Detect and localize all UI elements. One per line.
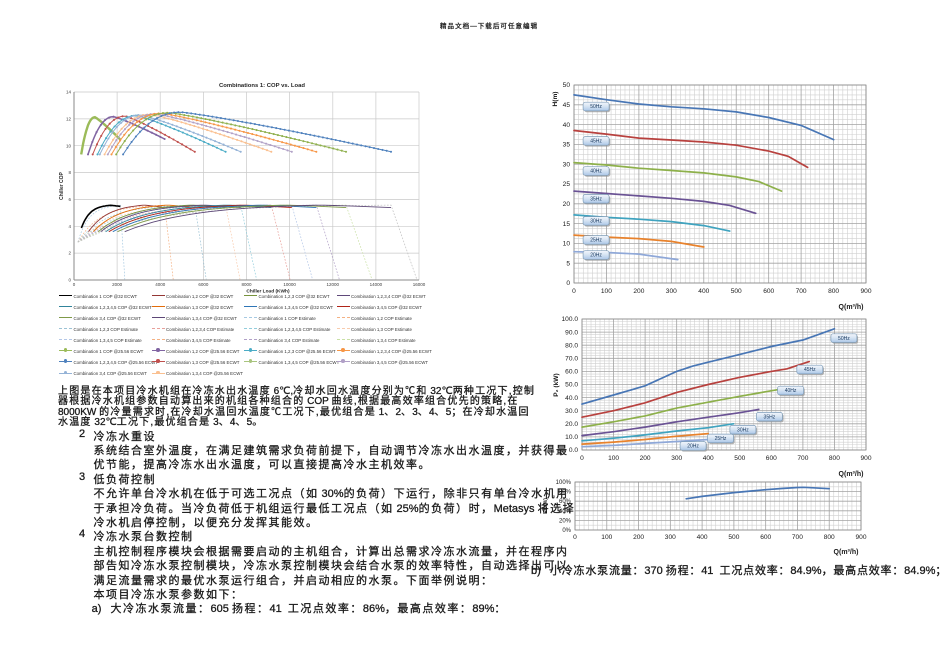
- svg-text:900: 900: [860, 455, 871, 462]
- svg-text:30: 30: [563, 161, 571, 168]
- svg-text:0: 0: [573, 534, 577, 541]
- svg-text:100: 100: [601, 534, 612, 541]
- svg-text:35Hz: 35Hz: [764, 414, 776, 420]
- svg-text:40Hz: 40Hz: [785, 388, 797, 394]
- svg-text:Eff.(%): Eff.(%): [543, 498, 549, 514]
- svg-text:40Hz: 40Hz: [590, 169, 602, 175]
- svg-text:25Hz: 25Hz: [590, 238, 602, 244]
- svg-text:Combinations 1: COP vs. Load: Combinations 1: COP vs. Load: [219, 83, 305, 89]
- svg-text:80%: 80%: [559, 490, 572, 496]
- svg-text:300: 300: [666, 288, 677, 295]
- svg-text:45Hz: 45Hz: [804, 367, 816, 373]
- svg-text:30Hz: 30Hz: [737, 427, 749, 433]
- svg-text:700: 700: [792, 534, 803, 541]
- svg-text:45Hz: 45Hz: [590, 139, 602, 145]
- svg-text:300: 300: [671, 455, 682, 462]
- svg-text:100.0: 100.0: [561, 316, 578, 323]
- svg-text:20: 20: [563, 201, 571, 208]
- svg-text:90.0: 90.0: [565, 329, 578, 336]
- svg-text:10.0: 10.0: [565, 434, 578, 441]
- svg-text:50Hz: 50Hz: [838, 336, 850, 342]
- svg-text:500: 500: [734, 455, 745, 462]
- svg-text:0: 0: [73, 282, 76, 287]
- svg-text:100: 100: [608, 455, 619, 462]
- svg-text:800: 800: [824, 534, 835, 541]
- svg-text:100: 100: [601, 288, 612, 295]
- svg-text:800: 800: [828, 288, 839, 295]
- svg-text:700: 700: [797, 455, 808, 462]
- svg-text:20Hz: 20Hz: [687, 444, 699, 450]
- svg-text:0.0: 0.0: [569, 447, 578, 454]
- svg-text:25Hz: 25Hz: [715, 436, 727, 442]
- svg-text:Q(m³/h): Q(m³/h): [839, 304, 864, 311]
- svg-text:80.0: 80.0: [565, 342, 578, 349]
- svg-text:12000: 12000: [327, 282, 340, 287]
- svg-text:8: 8: [68, 170, 71, 175]
- svg-text:35: 35: [563, 142, 571, 149]
- svg-text:20%: 20%: [559, 518, 572, 524]
- svg-text:14000: 14000: [370, 282, 383, 287]
- svg-text:5: 5: [566, 260, 570, 267]
- svg-text:Chiller COP: Chiller COP: [59, 171, 65, 199]
- svg-text:14: 14: [66, 90, 72, 95]
- svg-text:8000: 8000: [241, 282, 252, 287]
- svg-text:70.0: 70.0: [565, 356, 578, 363]
- svg-text:600: 600: [763, 288, 774, 295]
- svg-text:50: 50: [563, 82, 571, 89]
- svg-text:800: 800: [829, 455, 840, 462]
- svg-text:40%: 40%: [559, 509, 572, 515]
- svg-text:500: 500: [731, 288, 742, 295]
- svg-text:6: 6: [68, 197, 71, 202]
- svg-text:35Hz: 35Hz: [590, 197, 602, 203]
- svg-text:400: 400: [703, 455, 714, 462]
- svg-text:10000: 10000: [283, 282, 296, 287]
- svg-text:6000: 6000: [198, 282, 209, 287]
- svg-text:60.0: 60.0: [565, 369, 578, 376]
- svg-text:60%: 60%: [559, 499, 572, 505]
- svg-text:Chiller Load (KWh): Chiller Load (KWh): [246, 289, 290, 295]
- svg-text:50Hz: 50Hz: [590, 104, 602, 110]
- svg-text:16000: 16000: [413, 282, 426, 287]
- svg-text:0: 0: [572, 288, 576, 295]
- svg-text:4: 4: [68, 224, 71, 229]
- svg-text:15: 15: [563, 221, 571, 228]
- svg-text:400: 400: [697, 534, 708, 541]
- svg-text:200: 200: [633, 534, 644, 541]
- svg-text:H(m): H(m): [552, 91, 559, 106]
- svg-text:500: 500: [728, 534, 739, 541]
- svg-text:0: 0: [68, 278, 71, 283]
- svg-text:200: 200: [640, 455, 651, 462]
- svg-text:20Hz: 20Hz: [590, 253, 602, 259]
- svg-text:2: 2: [68, 251, 71, 256]
- svg-text:900: 900: [855, 534, 866, 541]
- svg-text:4000: 4000: [155, 282, 166, 287]
- svg-text:10: 10: [66, 143, 72, 148]
- svg-text:40.0: 40.0: [565, 395, 578, 402]
- svg-text:30.0: 30.0: [565, 408, 578, 415]
- svg-text:20.0: 20.0: [565, 421, 578, 428]
- svg-text:700: 700: [796, 288, 807, 295]
- svg-text:10: 10: [563, 241, 571, 248]
- svg-text:300: 300: [665, 534, 676, 541]
- svg-text:45: 45: [563, 102, 571, 109]
- svg-text:40: 40: [563, 122, 571, 129]
- svg-text:12: 12: [66, 117, 72, 122]
- svg-text:400: 400: [698, 288, 709, 295]
- svg-text:200: 200: [633, 288, 644, 295]
- svg-text:0: 0: [566, 280, 570, 287]
- svg-text:P₂ (kW): P₂ (kW): [553, 373, 560, 396]
- svg-text:Q(m³/h): Q(m³/h): [839, 471, 864, 478]
- svg-text:30Hz: 30Hz: [590, 219, 602, 225]
- svg-text:2000: 2000: [112, 282, 123, 287]
- svg-text:900: 900: [860, 288, 871, 295]
- svg-text:600: 600: [760, 534, 771, 541]
- svg-text:50.0: 50.0: [565, 382, 578, 389]
- svg-text:600: 600: [766, 455, 777, 462]
- svg-text:100%: 100%: [556, 480, 572, 486]
- svg-text:25: 25: [563, 181, 571, 188]
- svg-text:0%: 0%: [562, 528, 571, 534]
- svg-text:0: 0: [580, 455, 584, 462]
- svg-text:Q(m³/h): Q(m³/h): [834, 549, 859, 556]
